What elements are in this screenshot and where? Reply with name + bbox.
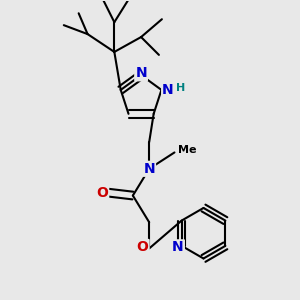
Text: N: N [162,83,174,97]
Text: N: N [143,162,155,176]
Text: Me: Me [178,145,196,155]
Text: N: N [135,66,147,80]
Text: O: O [96,186,108,200]
Text: H: H [176,83,185,93]
Text: N: N [172,240,184,254]
Text: O: O [137,240,148,254]
